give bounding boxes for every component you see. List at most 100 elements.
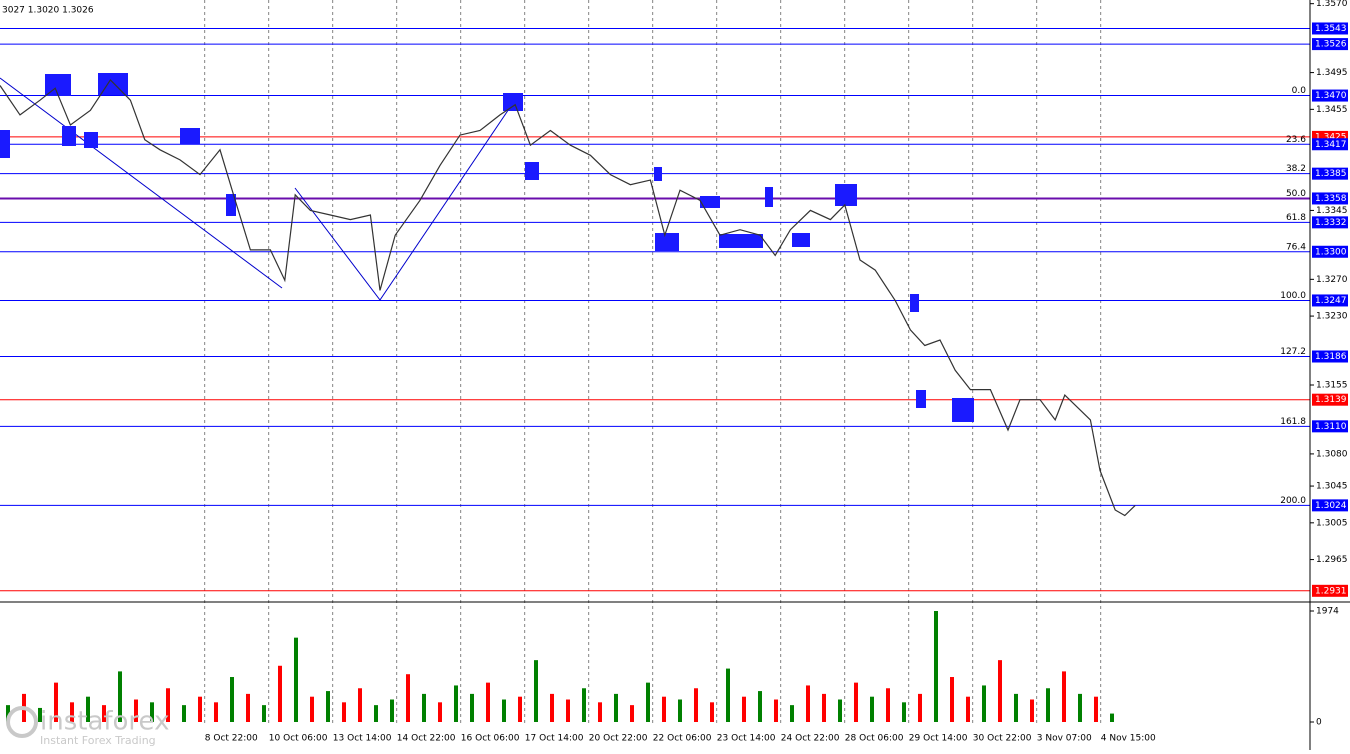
plot [0,78,1136,722]
marker [503,93,523,111]
y-tick-label: 1.3345 [1316,206,1348,216]
fib-label: 23.6 [1286,135,1306,145]
fib-label: 200.0 [1280,496,1306,506]
price-tag-label: 1.3247 [1315,296,1347,306]
volume-bar [54,682,58,722]
price-tag [1312,22,1348,35]
price-tag [1312,138,1348,151]
volume-bar [422,693,426,722]
y-tick-label: 1974 [1316,607,1339,617]
price-tag-label: 1.3417 [1315,140,1347,150]
price-tag-label: 1.3300 [1315,247,1347,257]
volume-bar [214,702,218,722]
y-tick-label: 1.3495 [1316,68,1348,78]
marker [62,126,76,146]
watermark-tagline: Instant Forex Trading [40,734,156,747]
y-tick-label: 1.3155 [1316,380,1348,390]
volume-bar [1046,688,1050,722]
volume-bar [678,699,682,722]
marker [654,167,662,181]
price-tag-label: 1.2931 [1315,586,1347,596]
x-tick-label: 24 Oct 22:00 [781,734,840,744]
volume-bar [694,688,698,722]
volume-bar [262,705,266,722]
price-tag [1312,216,1348,229]
price-tag-label: 1.3425 [1315,132,1347,142]
price-tag [1312,584,1348,597]
x-tick-label: 17 Oct 14:00 [525,734,584,744]
volume-bar [582,688,586,722]
price-tag-label: 1.3139 [1315,395,1347,405]
y-tick-label: 1.3045 [1316,482,1348,492]
y-tick-label: 0 [1316,718,1322,728]
fib-label: 61.8 [1286,213,1306,223]
volume-bar [838,699,842,722]
volume-bar [710,702,714,722]
volume-bar [102,705,106,722]
volume-bar [1014,693,1018,722]
volume-bar [278,665,282,722]
volume-bar [790,705,794,722]
volume-bar [902,702,906,722]
volume-bar [550,693,554,722]
marker [700,196,720,208]
volume-bar [438,702,442,722]
volume-bar [630,705,634,722]
price-tag [1312,245,1348,258]
x-tick-label: 13 Oct 14:00 [333,734,392,744]
volume-bar [870,696,874,722]
fib-label: 127.2 [1280,347,1306,357]
price-tag [1312,350,1348,363]
volume-bar [294,637,298,722]
volume-bar [470,693,474,722]
volume-bar [502,699,506,722]
marker [84,132,98,148]
volume-bar [806,685,810,722]
x-tick-label: 14 Oct 22:00 [397,734,456,744]
volume-bar [1094,696,1098,722]
zigzag [0,77,283,289]
marker [916,390,926,408]
volume-bar [1062,671,1066,722]
x-tick-label: 8 Oct 22:00 [205,734,258,744]
y-tick-label: 1.3455 [1316,105,1348,115]
volume-bar [998,660,1002,722]
price-tag-label: 1.3110 [1315,422,1347,432]
watermark: instaforex Instant Forex Trading [6,706,169,747]
watermark-brand: instaforex [40,707,169,737]
price-tag-label: 1.3024 [1315,501,1347,511]
price-tag [1312,192,1348,205]
price-tag [1312,499,1348,512]
volume-bar [598,702,602,722]
volume-bar [246,693,250,722]
y-tick-label: 1.2965 [1316,555,1348,565]
volume-bar [486,682,490,722]
x-tick-label: 23 Oct 14:00 [717,734,776,744]
marker [952,398,974,422]
watermark-logo [6,706,38,738]
volume-bar [822,693,826,722]
volume-bar [86,696,90,722]
price-tag-label: 1.3358 [1315,194,1347,204]
price-tag [1312,89,1348,102]
volume-bar [454,685,458,722]
x-tick-label: 20 Oct 22:00 [589,734,648,744]
y-tick-label: 1.3570 [1316,0,1348,9]
volume-bar [854,682,858,722]
volume-bar [566,699,570,722]
volume-bar [758,691,762,722]
markers [0,73,974,422]
price-tag-label: 1.3186 [1315,352,1347,362]
volume-bar [38,707,42,722]
volume-bar [1110,713,1114,722]
price-tag [1312,393,1348,406]
price-tag [1312,38,1348,51]
marker [719,234,763,248]
fib-label: 76.4 [1286,242,1306,252]
volume-bar [646,682,650,722]
volume-bar [374,705,378,722]
volume-bar [1078,693,1082,722]
volume-bar [726,668,730,722]
fib-label: 100.0 [1280,291,1306,301]
